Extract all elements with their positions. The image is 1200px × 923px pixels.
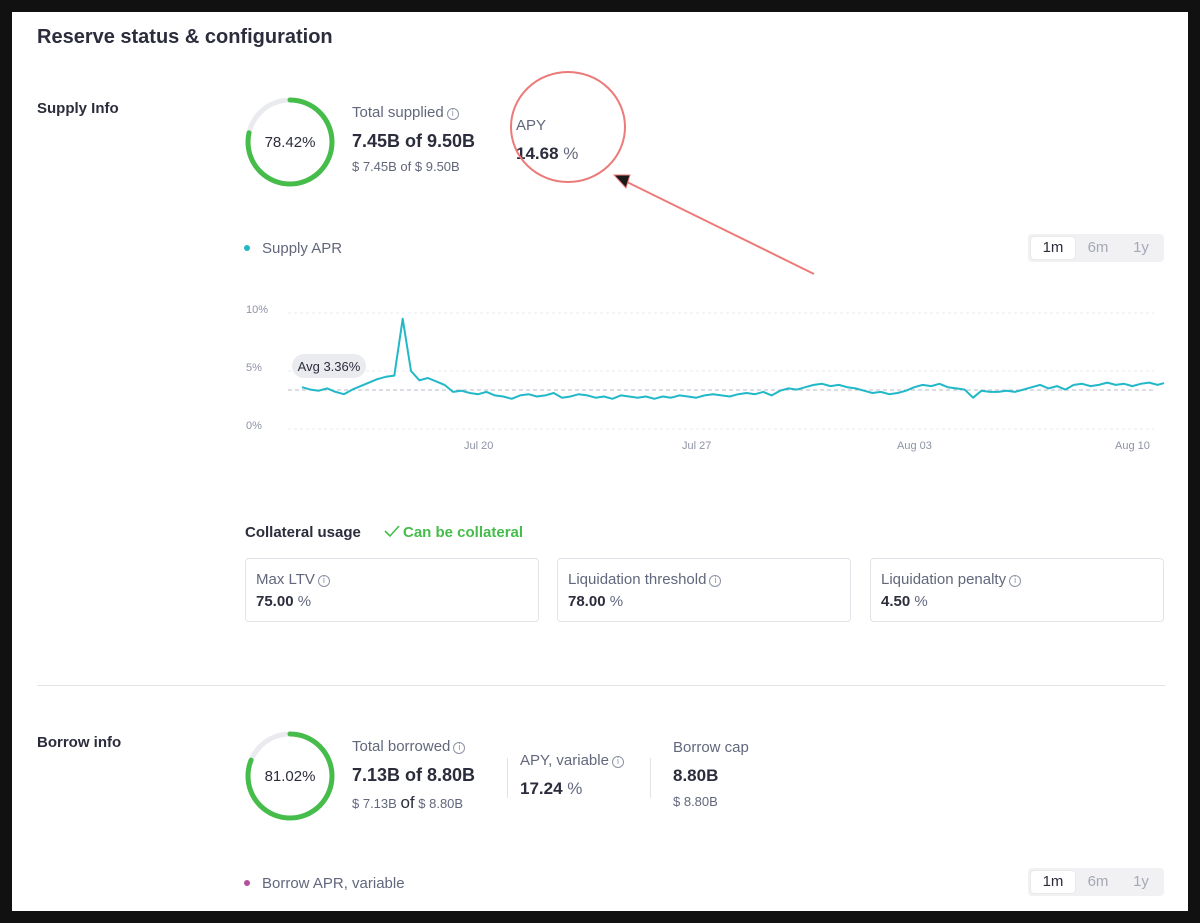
total-supplied-value: 7.45B of 9.50B <box>352 131 476 151</box>
supply-apr-series <box>301 317 1164 400</box>
avg-badge-label: Avg 3.36% <box>298 359 361 374</box>
liquidation-penalty-label: Liquidation penalty i <box>881 571 1022 588</box>
section-divider <box>37 685 1165 686</box>
borrow-cap-label: Borrow cap <box>673 739 749 756</box>
check-icon <box>384 525 400 538</box>
borrow-info-label: Borrow info <box>37 734 122 751</box>
apy-value: 14.68 % <box>516 144 579 163</box>
borrow-apy-label: APY, variable i <box>520 752 624 769</box>
annotation-overlay <box>510 71 815 275</box>
borrow-apr-legend: Borrow APR, variable <box>244 875 405 892</box>
total-supplied-usd: $ 7.45B of $ 9.50B <box>352 159 460 174</box>
info-circle-icon[interactable]: i <box>446 108 459 120</box>
liquidation-threshold-label: Liquidation threshold i <box>568 571 722 588</box>
x-tick-label: Jul 20 <box>464 440 493 452</box>
borrow-apy-value: 17.24 % <box>520 779 583 798</box>
liquidation-threshold-value: 78.00 % <box>568 593 624 610</box>
borrow-cap-usd: $ 8.80B <box>673 794 718 809</box>
annotation-arrow <box>626 181 815 275</box>
reserve-panel: Reserve status & configuration Supply In… <box>12 12 1188 911</box>
range-1y-button[interactable]: 1y <box>1133 239 1149 256</box>
avg-badge <box>292 354 366 378</box>
max-ltv-card: Max LTV i 75.00 % <box>245 558 539 622</box>
annotation-circle <box>510 71 626 183</box>
legend-dot-icon <box>244 245 250 251</box>
y-tick-label: 10% <box>246 304 268 316</box>
max-ltv-value: 75.00 % <box>256 593 312 610</box>
supply-range-selector: 1m 6m 1y <box>1028 234 1164 262</box>
info-circle-icon[interactable]: i <box>453 742 466 754</box>
apy-label: APY <box>516 117 547 134</box>
total-borrowed-value: 7.13B of 8.80B <box>352 765 476 785</box>
info-circle-icon[interactable]: i <box>1009 575 1022 587</box>
legend-dot-icon <box>244 880 250 886</box>
page-title: Reserve status & configuration <box>37 26 333 48</box>
liquidation-threshold-card: Liquidation threshold i 78.00 % <box>557 558 851 622</box>
borrow-range-selector: 1m 6m 1y <box>1028 868 1164 896</box>
column-separator <box>507 758 508 798</box>
borrow-ring <box>245 731 335 821</box>
total-borrowed-label: Total borrowed i <box>352 738 466 755</box>
range-1y-button[interactable]: 1y <box>1133 873 1149 890</box>
y-tick-label: 0% <box>246 420 262 432</box>
range-6m-button[interactable]: 6m <box>1087 239 1109 256</box>
range-1m-button[interactable]: 1m <box>1031 871 1075 893</box>
x-tick-label: Aug 10 <box>1115 440 1150 452</box>
range-1m-button[interactable]: 1m <box>1031 237 1075 259</box>
max-ltv-label: Max LTV i <box>256 571 330 588</box>
column-separator <box>650 758 651 798</box>
collateral-usage-label: Collateral usage <box>245 524 361 541</box>
borrow-ring-percent: 81.02% <box>264 768 316 785</box>
info-circle-icon[interactable]: i <box>611 756 624 768</box>
info-circle-icon[interactable]: i <box>709 575 722 587</box>
supply-apr-chart: 10% 5% 0% Jul 20 Jul 27 Aug 03 Aug 10 Av… <box>246 304 1164 452</box>
x-tick-label: Jul 27 <box>682 440 711 452</box>
range-6m-button[interactable]: 6m <box>1087 873 1109 890</box>
info-circle-icon[interactable]: i <box>317 575 330 587</box>
borrow-cap-value: 8.80B <box>673 766 719 785</box>
liquidation-penalty-value: 4.50 % <box>881 593 928 610</box>
y-tick-label: 5% <box>246 362 262 374</box>
arrow-head-icon <box>612 174 631 189</box>
liquidation-penalty-card: Liquidation penalty i 4.50 % <box>870 558 1164 622</box>
supply-info-label: Supply Info <box>37 100 119 117</box>
supply-apr-legend: Supply APR <box>244 240 342 257</box>
collateral-status: Can be collateral <box>384 524 523 541</box>
x-tick-label: Aug 03 <box>897 440 932 452</box>
total-borrowed-usd: $ 7.13B of $ 8.80B <box>352 793 464 812</box>
supply-ring <box>245 97 335 187</box>
total-supplied-label: Total supplied i <box>352 104 459 121</box>
supply-ring-percent: 78.42% <box>264 134 316 151</box>
